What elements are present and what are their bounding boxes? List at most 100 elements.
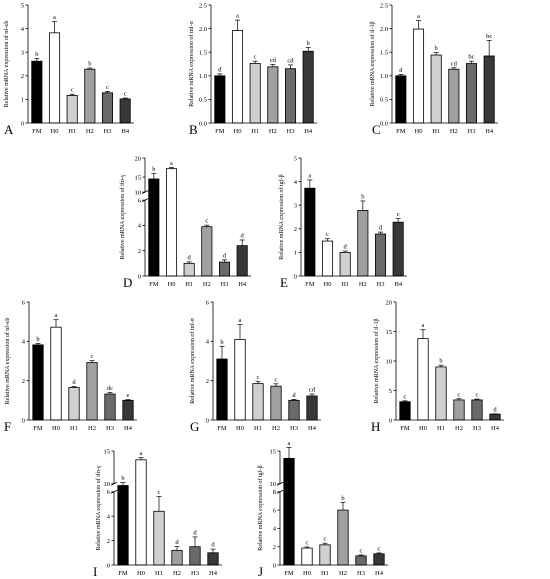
panel-i-bar-h2 — [171, 549, 183, 566]
panel-a-ytick-label: 1 — [21, 97, 24, 104]
panel-h-y-axis-label: Relative mRNA expression of il-1β — [373, 318, 380, 403]
panel-d-letter: D — [123, 275, 132, 290]
panel-b-sig-letter: b — [307, 40, 310, 47]
panel-d-y-axis-label: Relative mRNA expression of ifn-γ — [119, 174, 126, 259]
panel-g-ytick-label: 4 — [206, 339, 210, 346]
panel-a-xtick-label: H2 — [86, 128, 94, 135]
panel-h-ytick-label: 0 — [389, 417, 392, 424]
panel-d-xtick-label: FM — [149, 281, 159, 288]
panel-d-ytick-label: 15 — [135, 174, 142, 181]
panel-f-xtick-label: H0 — [52, 425, 60, 432]
panel-j-xtick-label: H3 — [357, 570, 365, 577]
panel-a-bar-h0 — [48, 32, 61, 124]
panel-g-sig-letter: c — [257, 374, 260, 381]
panel-f-bar-h4 — [122, 399, 134, 421]
panel-j-bar-h4 — [373, 553, 385, 566]
panel-h-ytick-label: 20 — [386, 299, 393, 306]
panel-c-bar-fm — [395, 75, 407, 124]
panel-j-xtick-label: H0 — [303, 570, 311, 577]
panel-g-sig-letter: d — [292, 392, 296, 399]
panel-i-xtick-label: H2 — [173, 570, 181, 577]
panel-d-ytick-label: 10 — [135, 189, 142, 196]
panel-f-xtick-label: H4 — [124, 425, 133, 432]
panel-g-sig-letter: cd — [309, 387, 316, 394]
panel-i-xtick-label: H1 — [155, 570, 163, 577]
panel-h-ytick-label: 10 — [386, 358, 393, 365]
panel-f-ytick-label: 2 — [22, 378, 25, 385]
panel-h-sig-letter: c — [458, 391, 461, 398]
panel-f-ytick-label: 4 — [22, 339, 26, 346]
panel-a-sig-letter: b — [88, 61, 91, 68]
panel-f-bar-h1 — [68, 387, 80, 421]
panel-i-ytick-label: 6 — [107, 489, 111, 496]
panel-j-ytick-label: 6 — [273, 507, 277, 514]
panel-g-bar-h0 — [234, 338, 246, 421]
panel-f-xtick-label: H3 — [106, 425, 114, 432]
panel-j-bar-h2 — [337, 509, 349, 566]
panel-d-ytick-label: 4 — [138, 223, 142, 230]
panel-h-sig-letter: b — [439, 358, 442, 365]
panel-a-sig-letter: a — [53, 14, 56, 21]
panel-h-sig-letter: c — [476, 392, 479, 399]
panel-f-ytick-label: 0 — [22, 417, 25, 424]
panel-d-sig-letter: c — [205, 218, 208, 225]
panel-e-bar-h0 — [321, 240, 334, 277]
panel-d-bar-h3 — [218, 261, 231, 277]
panel-g-sig-letter: b — [220, 339, 223, 346]
panel-j-bar-h1 — [319, 544, 331, 566]
panel-j-bar-fm — [283, 457, 295, 566]
panel-j-bar-h0 — [301, 547, 313, 566]
panel-j-sig-letter: a — [288, 440, 291, 447]
panel-i-ytick-label: 15 — [104, 448, 111, 455]
panel-c-bar-h3 — [465, 63, 478, 124]
panel-i: b FM a H0 c H1 d H2 d H3 d H4 0 2 4 610 15 Relative mRNA … — [93, 448, 222, 579]
panel-i-xtick-label: H3 — [191, 570, 199, 577]
panel-h-ytick-label: 5 — [389, 388, 392, 395]
panel-e-ytick-label: 4 — [294, 179, 298, 186]
panel-j-ytick-label: 8 — [273, 489, 276, 496]
panel-g-letter: G — [190, 419, 199, 434]
panel-b-bar-h3 — [284, 68, 297, 124]
panel-a-xtick-label: FM — [32, 128, 42, 135]
panel-c-ytick-label: 2.5 — [380, 2, 388, 9]
panel-d-ytick-label: 6 — [138, 197, 142, 204]
panel-f-sig-letter: b — [36, 336, 39, 343]
panel-e-xtick-label: H4 — [394, 281, 403, 288]
panel-e-sig-letter: d — [379, 225, 383, 232]
panel-j-letter: J — [258, 564, 263, 579]
panel-i-bar-h3 — [189, 546, 201, 566]
panel-g-bar-fm — [216, 358, 228, 421]
panel-a-bar-h2 — [84, 68, 96, 124]
panel-e-ytick-label: 5 — [294, 155, 297, 162]
panel-i-bar-h0 — [135, 459, 147, 566]
panel-d-xtick-label: H3 — [221, 281, 229, 288]
panel-i-xtick-label: FM — [118, 570, 128, 577]
panel-h: c FM a H0 b H1 c H2 c H3 d H4 0 5 10 15 20 Relative mRNA … — [371, 299, 504, 434]
panel-j-ytick-label: 15 — [270, 448, 277, 455]
panel-a-xtick-label: H3 — [104, 128, 112, 135]
panel-d-ytick-label: 0 — [138, 273, 141, 280]
panel-h-sig-letter: d — [493, 406, 497, 413]
panel-c-ytick-label: 0.0 — [380, 120, 388, 127]
panel-a-xtick-label: H0 — [51, 128, 59, 135]
panel-c-letter: C — [372, 122, 381, 137]
panel-d: b FM a H0 d H1 c H2 d H3 d H4 0 2 4 610 15 20 Relative mRN… — [119, 155, 251, 290]
panel-i-xtick-label: H0 — [137, 570, 145, 577]
panel-d-bar-h2 — [201, 226, 213, 277]
panel-d-xtick-label: H0 — [168, 281, 176, 288]
panel-f-sig-letter: e — [127, 392, 130, 399]
panel-h-xtick-label: H2 — [455, 425, 463, 432]
panel-i-ytick-label: 10 — [104, 481, 111, 488]
panel-h-sig-letter: c — [404, 393, 407, 400]
panel-c-bar-h4 — [483, 55, 495, 124]
panel-d-ytick-label: 20 — [135, 155, 142, 162]
panel-i-letter: I — [93, 564, 97, 579]
panel-c-ytick-label: 1.0 — [380, 73, 388, 80]
panel-d-bar-h4 — [236, 245, 248, 277]
panel-a: b FM a H0 c H1 b H2 c H3 c H4 0 1 2 3 4 5 Relative mRNA ex… — [3, 2, 134, 137]
panel-f-sig-letter: d — [72, 379, 76, 386]
panel-e-ytick-label: 3 — [294, 203, 297, 210]
panel-d-sig-letter: b — [152, 166, 155, 173]
panel-c-xtick-label: H4 — [485, 128, 494, 135]
